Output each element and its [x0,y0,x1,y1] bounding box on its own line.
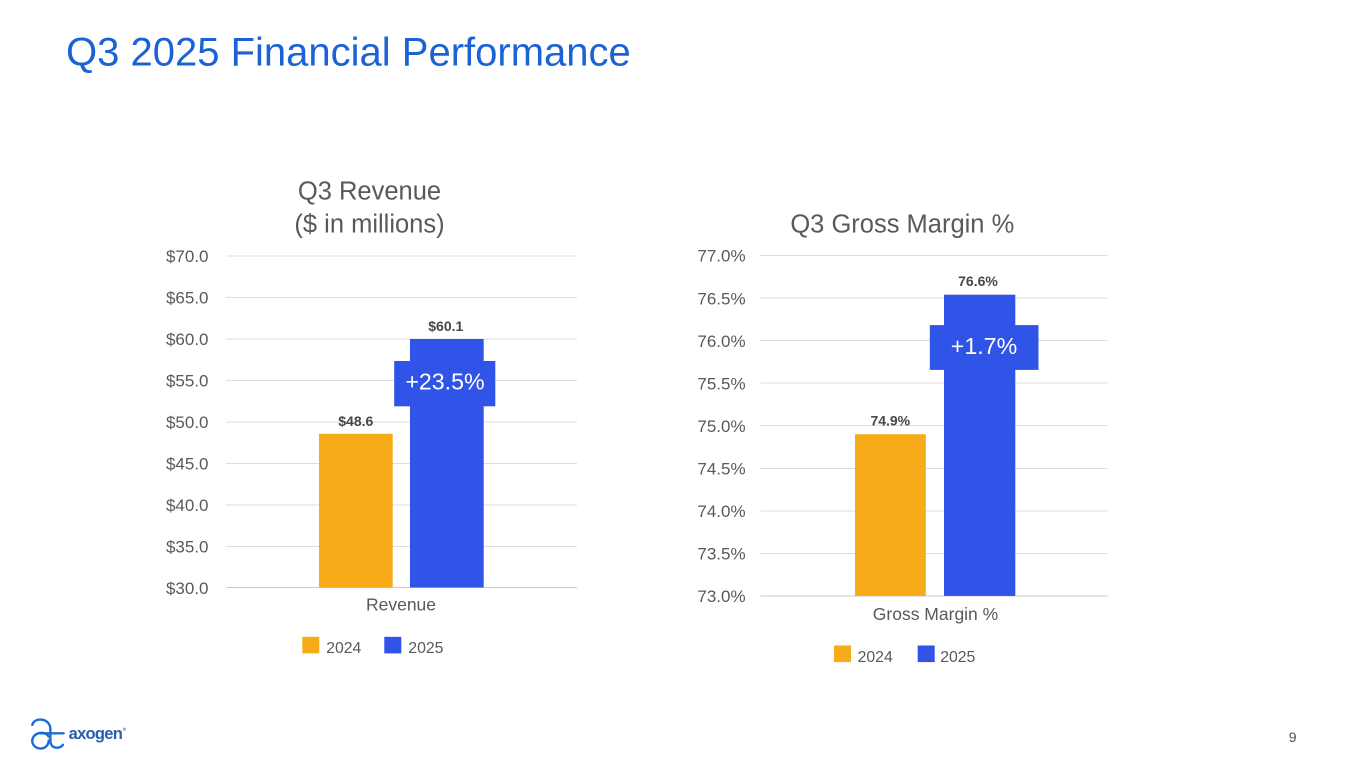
svg-text:$40.0: $40.0 [166,496,209,515]
svg-text:$70.0: $70.0 [166,247,209,266]
svg-text:74.9%: 74.9% [870,413,910,429]
svg-text:76.0%: 76.0% [697,332,745,351]
svg-text:Q3 Revenue: Q3 Revenue [298,177,441,205]
svg-text:76.5%: 76.5% [697,289,745,308]
svg-text:9: 9 [1289,729,1297,745]
svg-text:$60.1: $60.1 [428,318,463,334]
svg-text:$60.0: $60.0 [166,330,209,349]
svg-text:75.0%: 75.0% [697,417,745,436]
svg-text:Q3 Gross Margin %: Q3 Gross Margin % [790,210,1014,238]
svg-text:73.0%: 73.0% [697,587,745,606]
svg-text:Gross Margin %: Gross Margin % [873,604,998,624]
svg-text:74.0%: 74.0% [697,502,745,521]
svg-text:2025: 2025 [408,640,443,657]
svg-text:76.6%: 76.6% [958,273,998,289]
svg-text:$48.6: $48.6 [338,413,373,429]
svg-text:Revenue: Revenue [366,595,436,615]
svg-text:74.5%: 74.5% [697,459,745,478]
svg-text:$45.0: $45.0 [166,455,209,474]
svg-text:2025: 2025 [940,649,975,666]
svg-text:$55.0: $55.0 [166,372,209,391]
svg-text:Q3 2025 Financial Performance: Q3 2025 Financial Performance [66,31,631,75]
svg-text:2024: 2024 [858,649,893,666]
svg-text:+1.7%: +1.7% [951,333,1017,359]
svg-text:$50.0: $50.0 [166,413,209,432]
svg-text:$30.0: $30.0 [166,579,209,598]
svg-text:®: ® [123,726,127,732]
svg-text:77.0%: 77.0% [697,247,745,266]
svg-text:2024: 2024 [326,640,361,657]
svg-text:73.5%: 73.5% [697,545,745,564]
svg-text:+23.5%: +23.5% [405,369,484,395]
svg-text:$65.0: $65.0 [166,289,209,308]
svg-text:75.5%: 75.5% [697,374,745,393]
svg-text:($ in millions): ($ in millions) [294,210,444,238]
svg-text:axogen: axogen [69,725,123,743]
svg-text:$35.0: $35.0 [166,538,209,557]
